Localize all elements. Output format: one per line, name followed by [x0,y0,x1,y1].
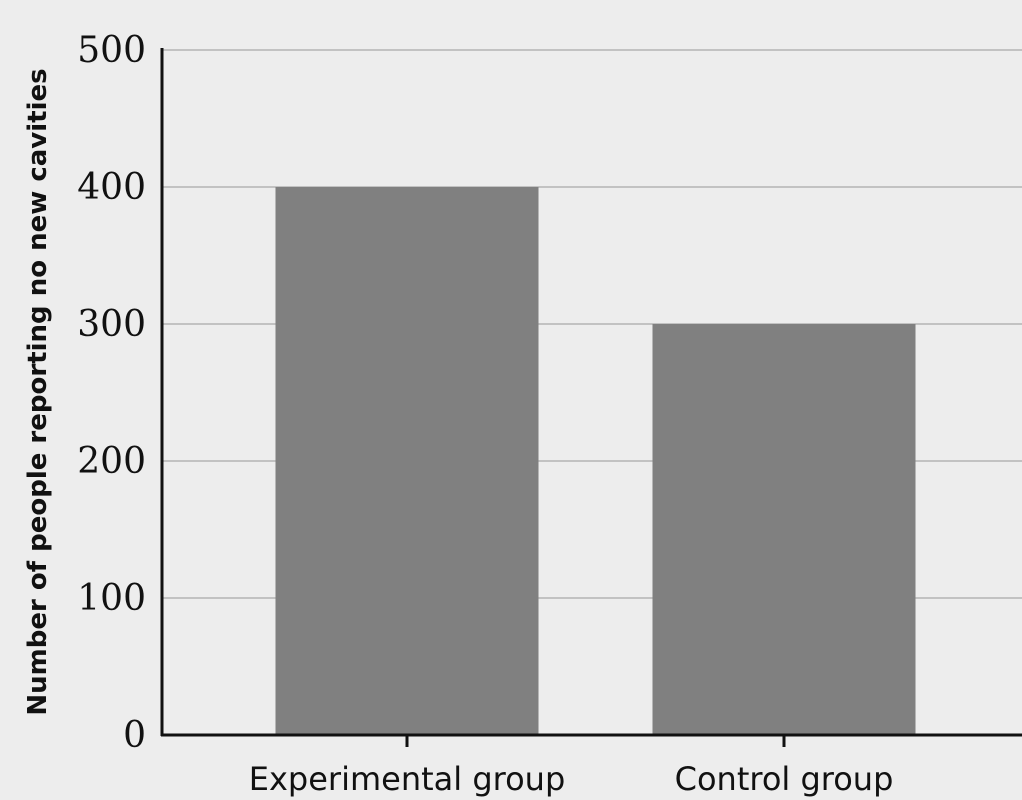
category-label-experimental-group: Experimental group [249,760,566,798]
bar-control-group [652,324,916,735]
bar-experimental-group [275,187,539,735]
ytick-label-500: 500 [77,30,146,71]
category-label-control-group: Control group [675,760,894,798]
ytick-label-300: 300 [77,304,146,345]
ytick-label-400: 400 [77,167,146,208]
ytick-label-100: 100 [77,578,146,619]
y-tick-labels: 0 100 200 300 400 500 [77,30,146,756]
axes [160,48,1022,737]
ytick-label-0: 0 [123,715,146,756]
x-category-labels: Experimental group Control group [249,760,894,798]
ytick-label-200: 200 [77,441,146,482]
bars [275,187,916,735]
x-tick-marks [405,735,786,747]
y-axis-title: Number of people reporting no new caviti… [23,68,53,715]
